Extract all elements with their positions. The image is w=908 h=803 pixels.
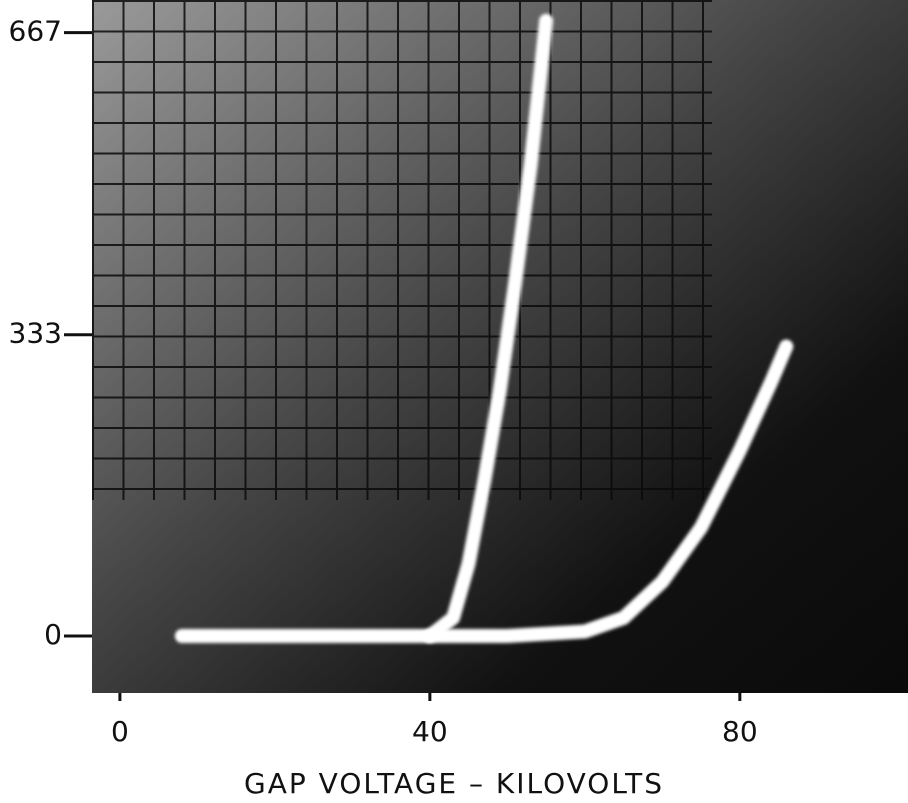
- graticule: [92, 0, 712, 500]
- y-tick-label: 667: [9, 15, 62, 48]
- x-tick-label: 0: [111, 715, 129, 748]
- y-tick-label: 333: [9, 317, 62, 350]
- x-tick-label: 80: [722, 715, 758, 748]
- trace: [174, 13, 554, 643]
- x-axis-label: GAP VOLTAGE – KILOVOLTS: [244, 767, 664, 800]
- trace: [422, 339, 794, 643]
- y-tick-label: 0: [44, 618, 62, 651]
- x-tick-label: 40: [412, 715, 448, 748]
